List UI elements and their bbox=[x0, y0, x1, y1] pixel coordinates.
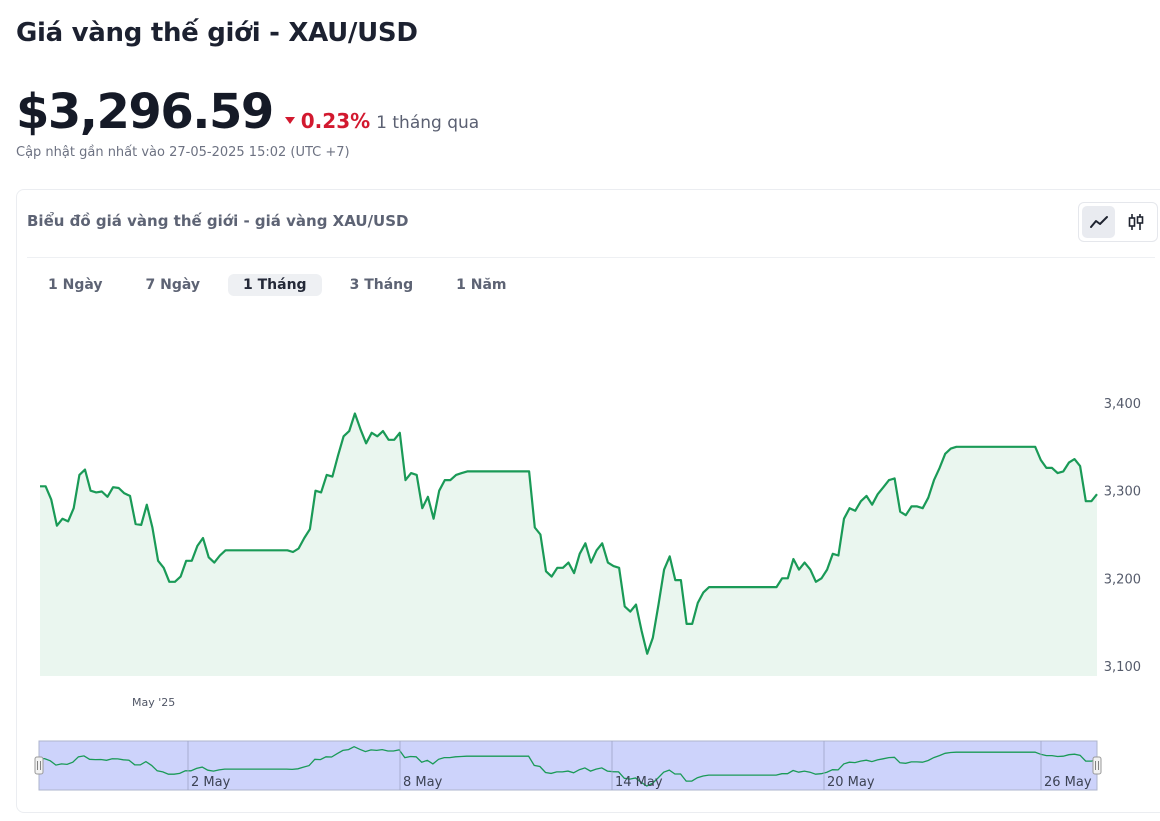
current-price: $3,296.59 bbox=[16, 84, 274, 140]
change-period: 1 tháng qua bbox=[376, 113, 480, 133]
range-7-days[interactable]: 7 Ngày bbox=[145, 277, 201, 293]
chart-type-toggle bbox=[1078, 202, 1158, 242]
price-row: $3,296.59 0.23% 1 tháng qua bbox=[16, 84, 479, 140]
navigator-date-label: 2 May bbox=[191, 775, 231, 790]
y-tick-label: 3,400 bbox=[1104, 397, 1141, 412]
price-change: 0.23% 1 tháng qua bbox=[284, 109, 480, 133]
card-divider bbox=[27, 257, 1155, 258]
y-tick-label: 3,300 bbox=[1104, 485, 1141, 500]
line-chart-button[interactable] bbox=[1082, 206, 1115, 238]
navigator-date-label: 14 May bbox=[615, 775, 663, 790]
chart-title: Biểu đồ giá vàng thế giới - giá vàng XAU… bbox=[27, 212, 409, 230]
navigator-date-label: 20 May bbox=[827, 775, 875, 790]
range-1-year[interactable]: 1 Năm bbox=[456, 277, 507, 293]
navigator-right-handle[interactable] bbox=[1092, 756, 1102, 775]
navigator-left-handle[interactable] bbox=[34, 756, 44, 775]
navigator-line bbox=[39, 745, 1098, 787]
y-axis: 3,400 3,300 3,200 3,100 bbox=[1104, 397, 1141, 675]
x-axis-month-label: May '25 bbox=[132, 696, 175, 709]
range-3-months[interactable]: 3 Tháng bbox=[349, 277, 414, 293]
price-area-fill bbox=[40, 413, 1097, 676]
candlestick-button[interactable] bbox=[1119, 206, 1152, 238]
range-1-month[interactable]: 1 Tháng bbox=[228, 274, 322, 296]
range-1-day[interactable]: 1 Ngày bbox=[48, 277, 103, 293]
navigator-date-label: 8 May bbox=[403, 775, 443, 790]
y-tick-label: 3,200 bbox=[1104, 572, 1141, 587]
navigator-selection[interactable] bbox=[38, 740, 1098, 791]
page-title: Giá vàng thế giới - XAU/USD bbox=[16, 18, 418, 48]
navigator-date-label: 26 May bbox=[1044, 775, 1092, 790]
range-navigator: 2 May 8 May 14 May 20 May 26 May bbox=[34, 740, 1102, 791]
change-percent: 0.23% bbox=[300, 109, 371, 133]
price-line[interactable] bbox=[40, 412, 1098, 655]
caret-down-icon bbox=[284, 117, 295, 124]
time-range-selector: 1 Ngày 7 Ngày 1 Tháng 3 Tháng 1 Năm bbox=[33, 274, 535, 296]
last-updated: Cập nhật gần nhất vào 27-05-2025 15:02 (… bbox=[16, 145, 350, 160]
line-chart-icon bbox=[1089, 216, 1108, 228]
candlestick-icon bbox=[1128, 214, 1143, 230]
y-tick-label: 3,100 bbox=[1104, 660, 1141, 675]
main-plot-area bbox=[40, 412, 1098, 676]
